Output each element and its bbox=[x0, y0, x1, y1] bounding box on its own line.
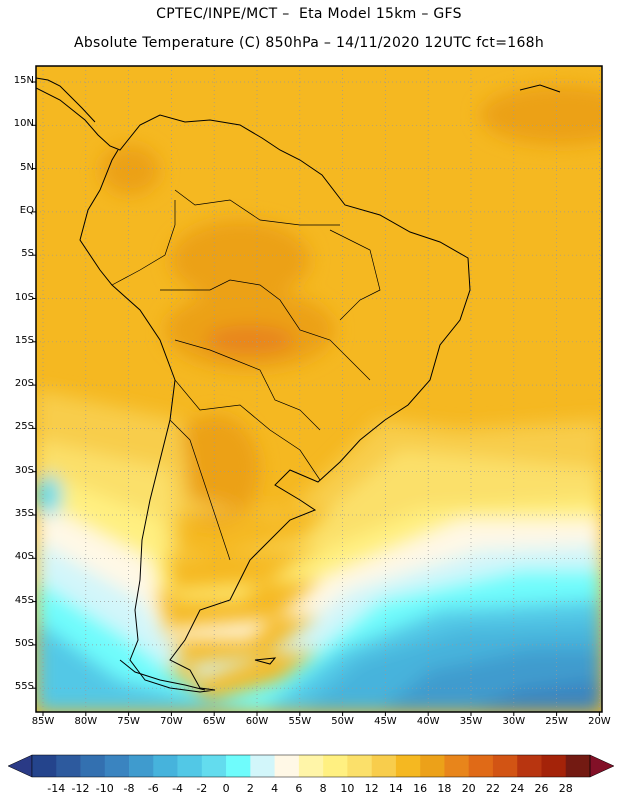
lon-label: 75W bbox=[117, 716, 140, 727]
lat-label: 15S bbox=[14, 334, 34, 346]
colorbar-swatch bbox=[444, 755, 469, 777]
colorbar-swatch bbox=[347, 755, 372, 777]
colorbar bbox=[7, 754, 615, 778]
colorbar-swatch bbox=[32, 755, 57, 777]
lon-label: 25W bbox=[545, 716, 568, 727]
colorbar-over-arrow bbox=[589, 754, 615, 778]
colorbar-label: 28 bbox=[558, 782, 573, 795]
colorbar-label: -8 bbox=[123, 782, 135, 795]
lon-label: 65W bbox=[202, 716, 226, 727]
colorbar-label: 12 bbox=[364, 782, 379, 795]
colorbar-label: 6 bbox=[295, 782, 303, 795]
lat-label: 40S bbox=[14, 551, 34, 563]
temperature-field bbox=[36, 66, 602, 712]
colorbar-swatch bbox=[80, 755, 106, 777]
lat-label: 15N bbox=[13, 75, 34, 86]
colorbar-label: 20 bbox=[461, 782, 476, 795]
map-title-line2: Absolute Temperature (C) 850hPa – 14/11/… bbox=[73, 35, 545, 51]
colorbar-label: 4 bbox=[271, 782, 279, 795]
axis-ticks bbox=[32, 81, 600, 716]
lon-label: 85W bbox=[31, 716, 55, 727]
colorbar-swatch bbox=[395, 755, 421, 777]
colorbar-swatch bbox=[129, 755, 154, 777]
colorbar-swatch bbox=[104, 755, 130, 777]
colorbar-swatch bbox=[298, 755, 324, 777]
colorbar-label: 24 bbox=[510, 782, 525, 795]
colorbar-label: 8 bbox=[319, 782, 327, 795]
lat-label: 50S bbox=[14, 637, 34, 649]
lon-label: 60W bbox=[245, 716, 269, 727]
lon-label: 30W bbox=[502, 716, 526, 727]
colorbar-swatch bbox=[565, 755, 591, 777]
colorbar-label: 22 bbox=[485, 782, 500, 795]
colorbar-swatch bbox=[468, 755, 494, 777]
map-frame bbox=[35, 65, 603, 713]
lon-label: 35W bbox=[459, 716, 483, 727]
colorbar-label: 14 bbox=[388, 782, 403, 795]
colorbar-label: 26 bbox=[534, 782, 549, 795]
lat-label: 10S bbox=[14, 291, 34, 303]
colorbar-under-arrow bbox=[7, 754, 33, 778]
lat-label: 5S bbox=[21, 248, 34, 260]
lon-label: 50W bbox=[331, 716, 354, 727]
lat-label: 55S bbox=[14, 681, 34, 693]
colorbar-swatch bbox=[420, 755, 445, 777]
colorbar-label: 10 bbox=[340, 782, 355, 795]
lon-label: 55W bbox=[288, 716, 312, 727]
colorbar-label: -14 bbox=[47, 782, 66, 795]
colorbar-label: -6 bbox=[147, 782, 159, 795]
lat-label: 45S bbox=[14, 594, 34, 606]
lat-label: 5N bbox=[20, 161, 34, 173]
colorbar-swatch bbox=[153, 755, 178, 777]
country-borders bbox=[111, 189, 381, 561]
colorbar-label: 0 bbox=[222, 782, 230, 795]
colorbar-swatch bbox=[274, 755, 300, 777]
lon-label: 80W bbox=[74, 716, 98, 727]
colorbar-swatch bbox=[177, 755, 203, 777]
lat-label: 10N bbox=[13, 118, 34, 130]
colorbar-swatch bbox=[541, 755, 567, 777]
colorbar-swatch bbox=[371, 755, 397, 777]
colorbar-label: -4 bbox=[172, 782, 184, 795]
colorbar-swatch bbox=[250, 755, 275, 777]
coastlines bbox=[36, 77, 561, 693]
colorbar-label: 18 bbox=[437, 782, 452, 795]
colorbar-swatch bbox=[517, 755, 542, 777]
lon-label: 40W bbox=[416, 716, 440, 727]
colorbar-label: 2 bbox=[246, 782, 254, 795]
colorbar-swatch bbox=[492, 755, 518, 777]
lat-label: 20S bbox=[14, 378, 34, 390]
map-title-line1: CPTEC/INPE/MCT – Eta Model 15km – GFS bbox=[156, 6, 462, 22]
colorbar-label: 16 bbox=[413, 782, 428, 795]
colorbar-swatch bbox=[56, 755, 81, 777]
colorbar-swatch bbox=[323, 755, 348, 777]
lat-label: EQ bbox=[19, 204, 34, 216]
colorbar-swatch bbox=[226, 755, 251, 777]
lon-label: 20W bbox=[588, 716, 611, 727]
lon-label: 45W bbox=[374, 716, 397, 727]
colorbar-label: -12 bbox=[71, 782, 90, 795]
colorbar-label: -2 bbox=[196, 782, 208, 795]
lat-label: 25S bbox=[14, 421, 34, 433]
lat-label: 35S bbox=[14, 508, 34, 519]
colorbar-swatch bbox=[201, 755, 227, 777]
colorbar-label: -10 bbox=[95, 782, 114, 795]
lon-label: 70W bbox=[160, 716, 183, 727]
lat-label: 30S bbox=[14, 464, 34, 476]
